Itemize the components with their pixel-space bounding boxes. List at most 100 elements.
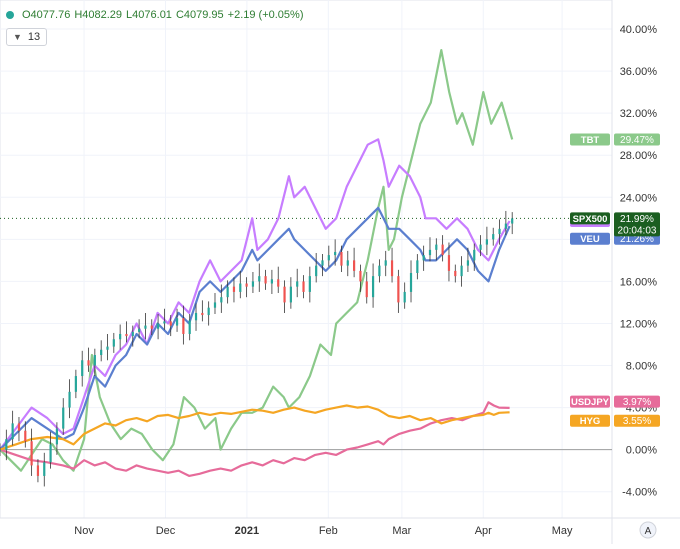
candle-body bbox=[93, 355, 96, 366]
candle-body bbox=[365, 281, 368, 298]
candle-body bbox=[435, 244, 438, 250]
series-value-badge-usdjpy bbox=[614, 395, 660, 408]
candle-body bbox=[150, 325, 153, 329]
candle-body bbox=[422, 255, 425, 261]
y-tick-label: -4.00% bbox=[622, 487, 657, 499]
market-status-dot bbox=[6, 11, 14, 19]
candle-body bbox=[68, 391, 71, 408]
auto-scale-label: A bbox=[645, 526, 652, 537]
candle-body bbox=[296, 281, 299, 287]
candle-body bbox=[397, 276, 400, 303]
series-value-badge-hyg bbox=[614, 414, 660, 427]
y-tick-label: 36.00% bbox=[620, 66, 658, 78]
candle-body bbox=[112, 339, 115, 347]
series-value-tbt: 29.47% bbox=[620, 135, 654, 146]
candle-body bbox=[207, 307, 210, 316]
ohlc-open: O4077.76 bbox=[22, 9, 71, 21]
ohlc-readout: O4077.76 H4082.29 L4076.01 C4079.95 +2.1… bbox=[6, 6, 308, 24]
series-value-spx500: 21.99% bbox=[620, 214, 654, 225]
candle-body bbox=[264, 276, 267, 284]
candle-body bbox=[30, 441, 33, 466]
x-tick-label: Nov bbox=[74, 525, 94, 537]
chevron-down-icon: ▼ bbox=[13, 32, 22, 42]
candle-body bbox=[17, 423, 21, 431]
candle-body bbox=[371, 276, 375, 298]
candle-body bbox=[334, 251, 337, 256]
candle-body bbox=[81, 360, 84, 377]
candle-body bbox=[125, 333, 128, 337]
series-name-spx500: SPX500 bbox=[573, 214, 608, 225]
bar-countdown: 20:04:03 bbox=[618, 225, 657, 236]
candle-body bbox=[245, 283, 248, 287]
series-value-veu: 21.26% bbox=[620, 234, 654, 245]
candle-body bbox=[473, 249, 476, 261]
candle-body bbox=[384, 260, 387, 266]
candle-body bbox=[36, 465, 40, 476]
candle-body bbox=[251, 281, 255, 287]
candle-body bbox=[403, 291, 406, 303]
series-value-badge-tbt bbox=[614, 133, 660, 146]
candle-body bbox=[409, 272, 413, 292]
ohlc-change: +2.19 (+0.05%) bbox=[227, 9, 304, 21]
candle-body bbox=[220, 297, 223, 303]
candle-body bbox=[492, 234, 495, 240]
candle-body bbox=[175, 318, 179, 326]
candle-body bbox=[359, 270, 362, 282]
y-tick-label: 0.00% bbox=[626, 445, 657, 457]
candle-body bbox=[466, 260, 470, 266]
x-tick-label: Dec bbox=[156, 525, 176, 537]
candle-body bbox=[327, 255, 330, 261]
candle-body bbox=[308, 276, 311, 292]
series-label-hyg bbox=[570, 414, 610, 427]
candle-body bbox=[138, 328, 141, 332]
candle-body bbox=[213, 302, 217, 308]
x-tick-label: Mar bbox=[392, 525, 411, 537]
series-line-tbt bbox=[0, 49, 514, 472]
candle-body bbox=[511, 218, 514, 224]
candle-body bbox=[5, 439, 8, 450]
series-line-hyg bbox=[0, 404, 510, 451]
y-tick-label: 16.00% bbox=[620, 276, 658, 288]
candle-body bbox=[194, 312, 198, 321]
candle-body bbox=[485, 239, 488, 245]
y-tick-label: 8.00% bbox=[626, 361, 657, 373]
ohlc-close: C4079.95 bbox=[175, 9, 224, 21]
candle-body bbox=[283, 286, 286, 303]
candle-body bbox=[258, 276, 261, 282]
candle-body bbox=[428, 249, 432, 256]
candle-body bbox=[201, 312, 204, 316]
indicators-toggle-button[interactable]: ▼ 13 bbox=[6, 28, 48, 46]
y-tick-label: 12.00% bbox=[620, 318, 658, 330]
candle-body bbox=[447, 255, 451, 271]
candle-body bbox=[144, 325, 147, 329]
candle-body bbox=[239, 283, 242, 292]
candle-body bbox=[182, 318, 185, 334]
candle-body bbox=[479, 244, 482, 250]
candle-body bbox=[55, 428, 59, 445]
candle-body bbox=[156, 323, 160, 329]
candle-body bbox=[119, 333, 122, 340]
series-line-veu bbox=[0, 206, 511, 451]
candle-body bbox=[232, 286, 236, 292]
candle-body bbox=[100, 349, 103, 356]
x-tick-label: Apr bbox=[475, 525, 492, 537]
series-name-usdjpy: USDJPY bbox=[571, 397, 610, 408]
candle-body bbox=[74, 376, 77, 392]
candle-body bbox=[302, 281, 305, 292]
candle-body bbox=[43, 462, 46, 476]
x-tick-label: 2021 bbox=[235, 525, 259, 537]
series-label-veu bbox=[570, 232, 610, 245]
candle-body bbox=[49, 444, 52, 463]
series-name-veu: VEU bbox=[580, 234, 600, 245]
candle-body bbox=[226, 286, 229, 298]
candle-body bbox=[0, 449, 2, 451]
series-name-hyg: HYG bbox=[580, 416, 601, 427]
series-label-tbt bbox=[570, 133, 610, 146]
auto-scale-button[interactable] bbox=[639, 521, 657, 539]
candle-body bbox=[106, 346, 109, 350]
candle-body bbox=[315, 265, 318, 277]
candle-body bbox=[87, 360, 90, 366]
x-tick-label: May bbox=[552, 525, 573, 537]
